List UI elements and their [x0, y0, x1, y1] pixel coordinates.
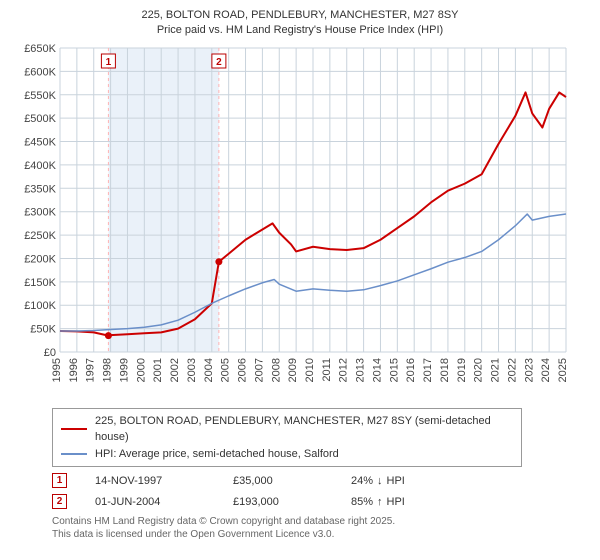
y-tick-label: £500K: [24, 113, 56, 125]
title-line2: Price paid vs. HM Land Registry's House …: [10, 23, 590, 38]
y-tick-label: £200K: [24, 253, 56, 265]
legend-swatch-hpi: [61, 453, 87, 455]
y-tick-label: £50K: [30, 323, 56, 335]
y-tick-label: £400K: [24, 160, 56, 172]
highlight-band: [108, 48, 218, 352]
y-tick-label: £550K: [24, 89, 56, 101]
x-tick-label: 2019: [456, 358, 468, 382]
y-tick-label: £350K: [24, 183, 56, 195]
x-tick-label: 2010: [304, 358, 316, 382]
chart-plot: 1 2 £0 £50K £100K £150K £200K £250K £300K £350K £4…: [16, 42, 576, 402]
x-tick-label: 1996: [68, 358, 80, 382]
x-tick-label: 1997: [85, 358, 97, 382]
x-tick-label: 1995: [51, 358, 63, 382]
x-tick-label: 2018: [439, 358, 451, 382]
x-tick-label: 2014: [371, 358, 383, 382]
marker-number: 2: [52, 494, 67, 509]
y-tick-label: £250K: [24, 230, 56, 242]
marker-row: 2 01-JUN-2004 £193,000 85% ↑ HPI: [52, 494, 590, 509]
arrow-up-icon: ↑: [377, 496, 383, 508]
marker-date: 01-JUN-2004: [95, 496, 205, 508]
x-tick-label: 2015: [388, 358, 400, 382]
x-tick-label: 2013: [355, 358, 367, 382]
x-tick-label: 2008: [270, 358, 282, 382]
marker-price: £35,000: [233, 475, 323, 487]
marker-delta: 85% ↑ HPI: [351, 496, 461, 508]
y-tick-label: £150K: [24, 277, 56, 289]
x-tick-label: 2020: [473, 358, 485, 382]
x-tick-label: 2001: [152, 358, 164, 382]
legend-swatch-price-paid: [61, 428, 87, 430]
legend-label: 225, BOLTON ROAD, PENDLEBURY, MANCHESTER…: [95, 413, 513, 446]
marker-number: 1: [52, 473, 67, 488]
legend-label: HPI: Average price, semi-detached house,…: [95, 446, 339, 463]
legend-entry-hpi: HPI: Average price, semi-detached house,…: [61, 446, 513, 463]
marker-table: 1 14-NOV-1997 £35,000 24% ↓ HPI 2 01-JUN-2004…: [52, 473, 590, 509]
legend-entry-price-paid: 225, BOLTON ROAD, PENDLEBURY, MANCHESTER…: [61, 413, 513, 446]
series-marker: [105, 332, 112, 339]
x-tick-label: 2007: [253, 358, 265, 382]
y-tick-label: £650K: [24, 43, 56, 55]
x-tick-label: 2025: [557, 358, 569, 382]
x-tick-label: 2000: [135, 358, 147, 382]
y-tick-label: £100K: [24, 300, 56, 312]
marker-row: 1 14-NOV-1997 £35,000 24% ↓ HPI: [52, 473, 590, 488]
y-tick-label: £300K: [24, 206, 56, 218]
x-tick-label: 2009: [287, 358, 299, 382]
marker-price: £193,000: [233, 496, 323, 508]
x-tick-label: 2024: [540, 358, 552, 382]
y-tick-label: £450K: [24, 136, 56, 148]
chart-svg: 1 2 £0 £50K £100K £150K £200K £250K £300K £350K £4…: [16, 42, 576, 402]
x-tick-label: 2006: [237, 358, 249, 382]
x-tick-label: 2016: [405, 358, 417, 382]
x-tick-label: 1999: [118, 358, 130, 382]
credits-line1: Contains HM Land Registry data © Crown c…: [52, 515, 590, 528]
x-tick-label: 2004: [203, 358, 215, 382]
x-tick-label: 2012: [338, 358, 350, 382]
y-tick-label: £600K: [24, 66, 56, 78]
y-tick-label: £0: [44, 347, 56, 359]
x-tick-label: 2022: [506, 358, 518, 382]
legend: 225, BOLTON ROAD, PENDLEBURY, MANCHESTER…: [52, 408, 522, 468]
x-tick-label: 2021: [490, 358, 502, 382]
x-tick-label: 2002: [169, 358, 181, 382]
marker-delta: 24% ↓ HPI: [351, 475, 461, 487]
arrow-down-icon: ↓: [377, 475, 383, 487]
x-tick-label: 1998: [102, 358, 114, 382]
title-line1: 225, BOLTON ROAD, PENDLEBURY, MANCHESTER…: [10, 8, 590, 23]
series-marker: [215, 258, 222, 265]
x-tick-label: 2023: [523, 358, 535, 382]
credits: Contains HM Land Registry data © Crown c…: [52, 515, 590, 541]
event-label: 2: [216, 57, 222, 68]
chart-title: 225, BOLTON ROAD, PENDLEBURY, MANCHESTER…: [10, 8, 590, 38]
event-label: 1: [106, 57, 112, 68]
x-tick-label: 2011: [321, 358, 333, 382]
x-tick-label: 2017: [422, 358, 434, 382]
x-tick-label: 2003: [186, 358, 198, 382]
x-tick-label: 2005: [220, 358, 232, 382]
credits-line2: This data is licensed under the Open Gov…: [52, 528, 590, 541]
marker-date: 14-NOV-1997: [95, 475, 205, 487]
